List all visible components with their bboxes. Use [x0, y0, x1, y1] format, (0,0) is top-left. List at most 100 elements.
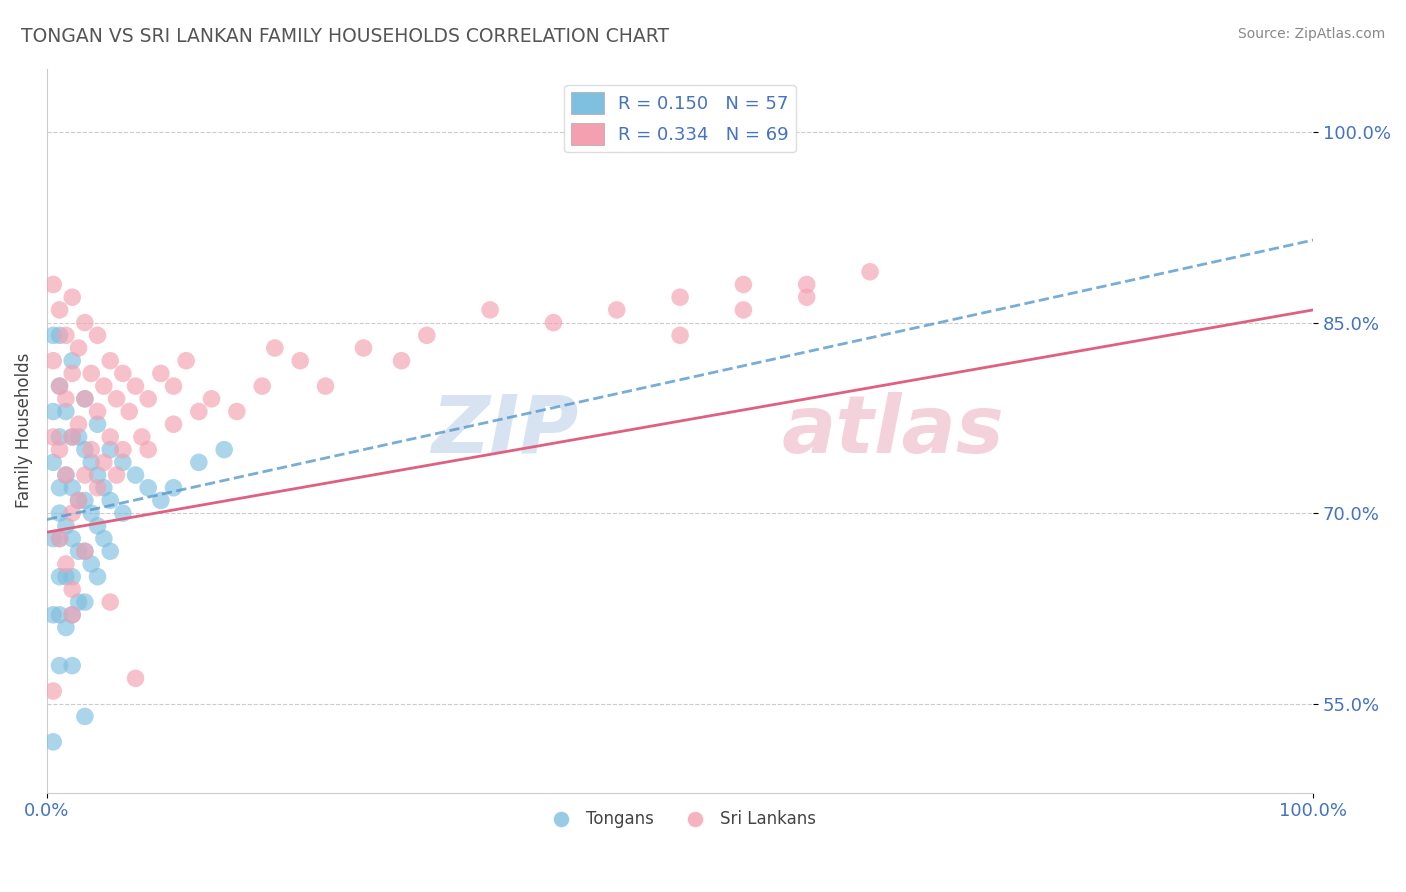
Point [55, 392, 77, 406]
Point [67, 430, 90, 444]
Point [60, 506, 83, 520]
Point [669, 328, 692, 343]
Point [73, 544, 96, 558]
Point [416, 328, 439, 343]
Point [48, 379, 70, 393]
Point [162, 481, 184, 495]
Point [86, 404, 108, 418]
Point [124, 379, 146, 393]
Point [80, 506, 103, 520]
Point [60, 570, 83, 584]
Point [187, 455, 209, 469]
Point [479, 302, 502, 317]
Point [42, 277, 65, 292]
Point [42, 607, 65, 622]
Point [73, 595, 96, 609]
Point [98, 442, 121, 457]
Point [60, 481, 83, 495]
Point [86, 519, 108, 533]
Point [859, 265, 882, 279]
Point [250, 379, 273, 393]
Point [98, 595, 121, 609]
Point [73, 493, 96, 508]
Point [391, 353, 413, 368]
Point [80, 367, 103, 381]
Point [111, 367, 134, 381]
Point [212, 442, 235, 457]
Point [42, 455, 65, 469]
Point [98, 544, 121, 558]
Point [86, 570, 108, 584]
Point [48, 430, 70, 444]
Text: ZIP: ZIP [432, 392, 579, 469]
Point [42, 353, 65, 368]
Point [136, 442, 159, 457]
Point [67, 493, 90, 508]
Point [60, 607, 83, 622]
Point [60, 367, 83, 381]
Point [60, 430, 83, 444]
Point [42, 532, 65, 546]
Point [42, 328, 65, 343]
Point [42, 684, 65, 698]
Point [48, 658, 70, 673]
Point [86, 481, 108, 495]
Point [60, 353, 83, 368]
Point [80, 455, 103, 469]
Point [48, 532, 70, 546]
Point [149, 493, 172, 508]
Point [124, 468, 146, 483]
Point [111, 442, 134, 457]
Point [48, 570, 70, 584]
Point [86, 468, 108, 483]
Point [98, 493, 121, 508]
Point [124, 671, 146, 685]
Point [136, 481, 159, 495]
Point [162, 417, 184, 432]
Point [174, 353, 197, 368]
Point [60, 430, 83, 444]
Point [60, 607, 83, 622]
Point [105, 468, 128, 483]
Point [187, 404, 209, 418]
Point [733, 302, 755, 317]
Point [73, 316, 96, 330]
Point [55, 620, 77, 634]
Point [353, 341, 375, 355]
Point [60, 658, 83, 673]
Point [48, 302, 70, 317]
Point [67, 595, 90, 609]
Point [149, 367, 172, 381]
Point [98, 430, 121, 444]
Point [67, 341, 90, 355]
Point [86, 328, 108, 343]
Point [93, 532, 115, 546]
Point [315, 379, 337, 393]
Point [200, 392, 222, 406]
Point [55, 557, 77, 571]
Point [55, 468, 77, 483]
Point [80, 442, 103, 457]
Point [42, 404, 65, 418]
Point [263, 341, 285, 355]
Point [118, 404, 141, 418]
Point [98, 353, 121, 368]
Point [73, 468, 96, 483]
Point [48, 379, 70, 393]
Point [86, 417, 108, 432]
Point [105, 392, 128, 406]
Point [48, 481, 70, 495]
Point [55, 328, 77, 343]
Point [60, 290, 83, 304]
Point [796, 290, 818, 304]
Point [80, 557, 103, 571]
Text: Source: ZipAtlas.com: Source: ZipAtlas.com [1237, 27, 1385, 41]
Y-axis label: Family Households: Family Households [15, 353, 32, 508]
Legend: Tongans, Sri Lankans: Tongans, Sri Lankans [537, 804, 823, 835]
Point [73, 544, 96, 558]
Point [288, 353, 311, 368]
Point [67, 493, 90, 508]
Point [606, 302, 628, 317]
Point [93, 481, 115, 495]
Point [48, 506, 70, 520]
